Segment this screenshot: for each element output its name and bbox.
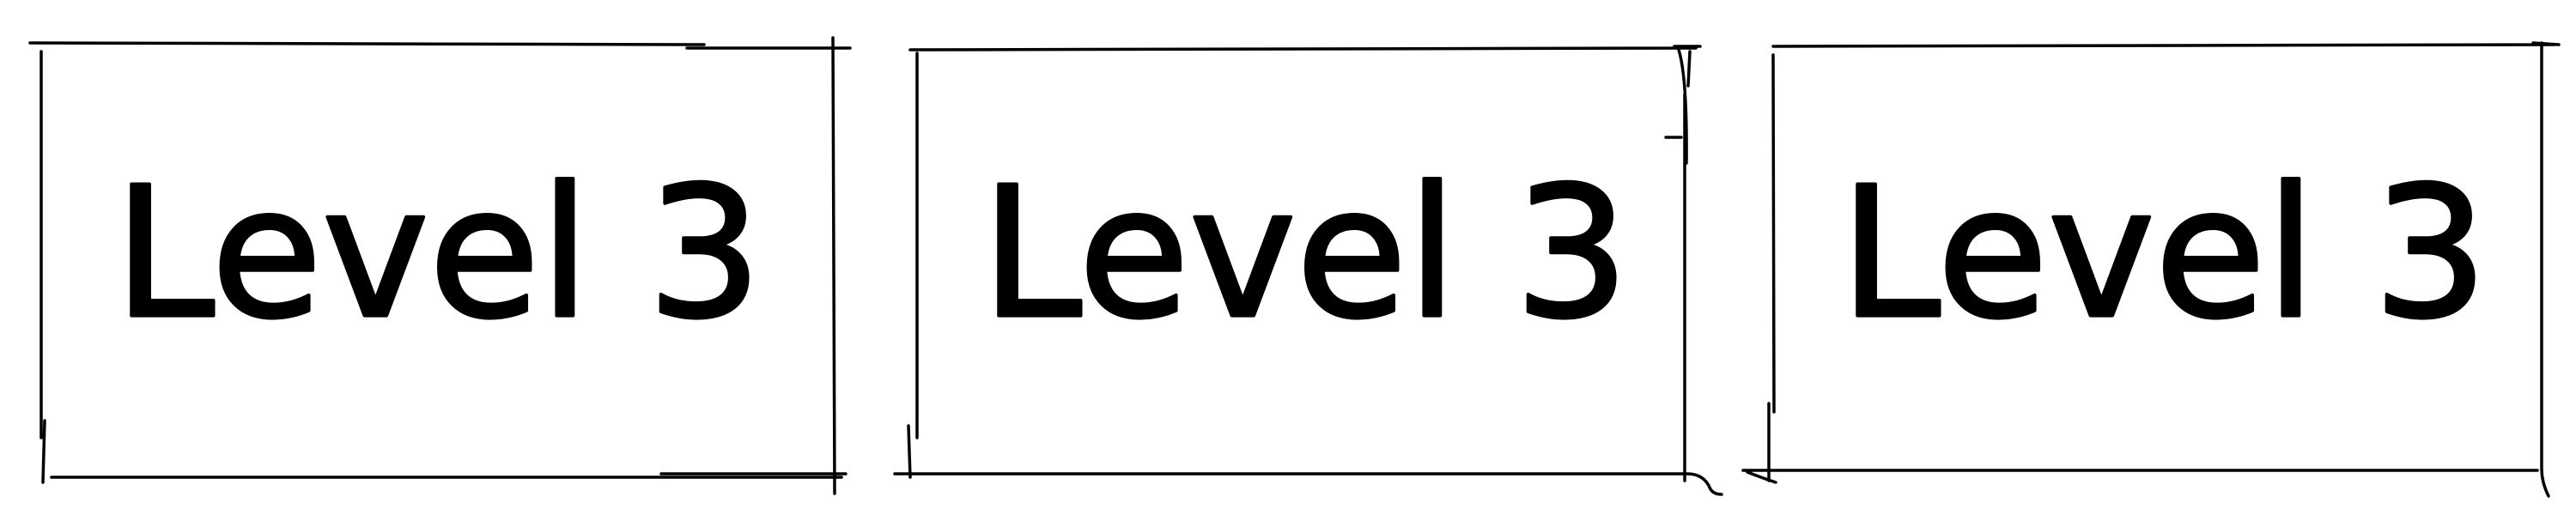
panel-3-frame-right [2540,41,2550,498]
panel-2: Level 3 [893,45,1723,496]
panel-2-frame-left [907,52,919,479]
panel-1-frame-top [28,41,852,50]
panel-1-label: Level 3 [114,148,762,359]
panel-1-frame-bottom [50,472,848,479]
panel-2-frame-top [908,45,1702,52]
panel-2-frame-right [1677,48,1692,482]
panel-3-frame-bottom [1741,469,2539,484]
panel-3: Level 3 [1741,41,2561,498]
panel-3-frame-left [1767,53,1776,482]
panel-1: Level 3 [28,36,852,495]
panel-1-frame-right [831,36,836,495]
panel-2-label: Level 3 [981,148,1630,359]
panel-2-frame-bottom [893,472,1723,496]
panel-1-frame-left [39,50,46,484]
panel-3-frame-top [1771,41,2561,48]
panel-3-label: Level 3 [1840,148,2488,359]
